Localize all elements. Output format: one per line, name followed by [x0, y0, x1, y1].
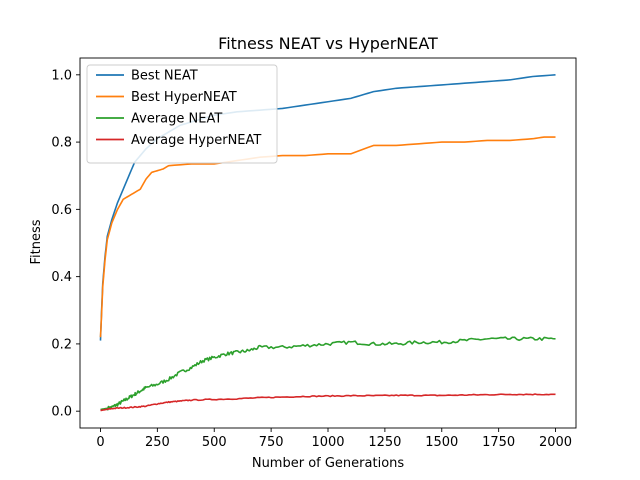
plot-area: 0 250 500 750 1000 1250 1500 1750 2000 0.0 0.2 0.4 0… — [51, 57, 577, 450]
y-tick-label-2: 0.4 — [51, 270, 72, 285]
y-tick-label-0: 0.0 — [51, 405, 72, 420]
x-axis-label: Number of Generations — [252, 456, 405, 471]
y-tick-label-4: 0.8 — [51, 136, 72, 151]
x-tick-label-3: 750 — [259, 435, 284, 450]
x-tick-label-5: 1250 — [368, 435, 401, 450]
series-line-2 — [100, 336, 556, 411]
legend-box — [86, 64, 278, 164]
series-line-3 — [100, 393, 556, 412]
x-tick-label-7: 1750 — [482, 435, 515, 450]
y-tick-label-5: 1.0 — [51, 68, 72, 83]
x-tick-label-8: 2000 — [539, 435, 572, 450]
series-line-1 — [99, 136, 556, 338]
x-tick-label-0: 0 — [96, 435, 104, 450]
chart-title: Fitness NEAT vs HyperNEAT — [218, 34, 438, 53]
x-tick-label-1: 250 — [145, 435, 170, 450]
x-tick-label-4: 1000 — [311, 435, 344, 450]
legend-label-2: Average NEAT — [131, 112, 222, 127]
legend-label-0: Best NEAT — [131, 69, 198, 84]
y-tick-label-3: 0.6 — [51, 203, 72, 218]
x-tick-label-2: 500 — [202, 435, 227, 450]
legend-label-3: Average HyperNEAT — [131, 133, 261, 148]
y-axis-label: Fitness — [29, 219, 44, 264]
x-tick-label-6: 1500 — [425, 435, 458, 450]
y-tick-label-1: 0.2 — [51, 337, 72, 352]
legend-label-1: Best HyperNEAT — [131, 90, 237, 105]
